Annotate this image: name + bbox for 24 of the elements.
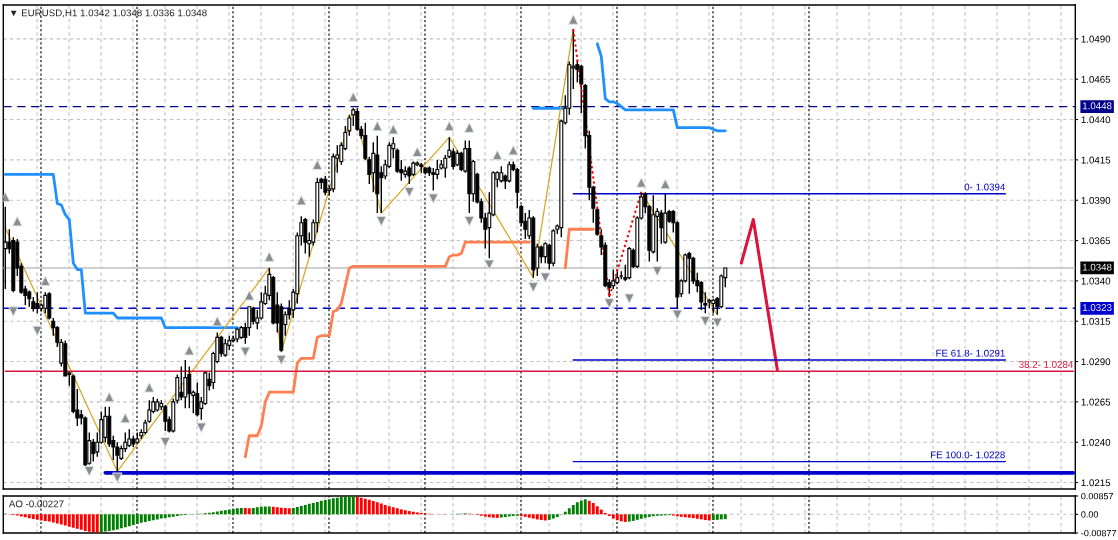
ref-line-label: 1.0448: [1082, 102, 1112, 110]
y-tick-label: 1.0490: [1081, 35, 1111, 43]
y-tick-label: 1.0340: [1081, 277, 1111, 285]
y-tick-label: 0.00: [1081, 511, 1099, 518]
ref-line-label: 1.0348: [1082, 263, 1112, 271]
chart-title: ▼ EURUSD,H1 1.0342 1.0348 1.0336 1.0348: [10, 9, 207, 18]
y-tick-label: 1.0365: [1081, 237, 1111, 245]
y-tick-label: 1.0465: [1081, 75, 1111, 83]
y-tick-label: 1.0290: [1081, 358, 1111, 366]
y-tick-label: 1.0440: [1081, 116, 1111, 124]
series-label: 0- 1.0394: [964, 183, 1006, 191]
series-label: FE 61.8- 1.0291: [936, 349, 1005, 357]
y-tick-label: 1.0315: [1081, 317, 1111, 325]
y-tick-label: 1.0265: [1081, 398, 1111, 406]
y-tick-label: 1.0240: [1081, 438, 1111, 446]
y-tick-label: 1.0390: [1081, 196, 1111, 204]
series-label: 38.2- 1.0284: [1019, 361, 1074, 368]
y-tick-label: 0.00857: [1081, 492, 1114, 500]
y-tick-label: -0.00877: [1081, 529, 1117, 537]
y-tick-label: 1.0415: [1081, 156, 1111, 164]
chart-title: AO -0.00227: [8, 500, 64, 508]
ref-line-label: 1.0323: [1082, 304, 1112, 311]
series-label: FE 100.0- 1.0228: [930, 451, 1005, 459]
y-tick-label: 1.0215: [1081, 479, 1111, 487]
